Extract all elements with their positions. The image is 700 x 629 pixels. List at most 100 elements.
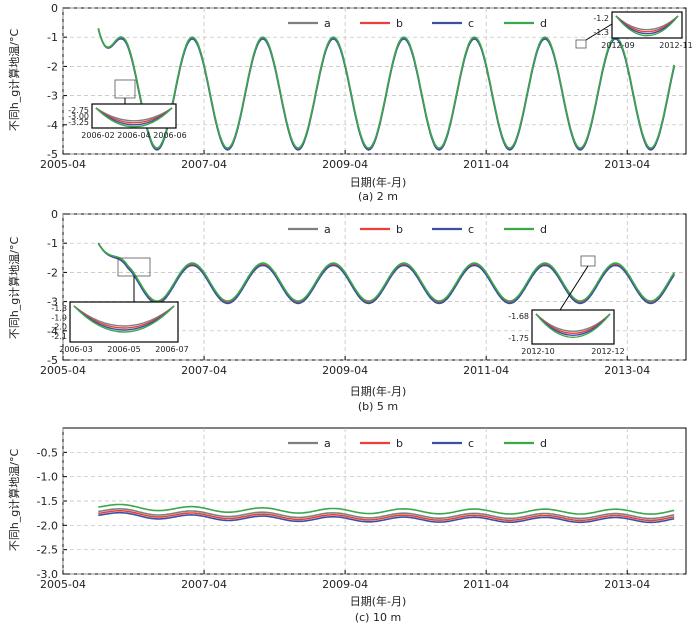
y-axis-label: 不同h_g计算地温/°C: [7, 29, 21, 132]
inset-frame: [69, 301, 179, 343]
y-tick-label: -4: [47, 325, 58, 338]
series-line-a: [98, 508, 675, 520]
x-tick-label: 2011-04: [463, 364, 509, 377]
inset-x-tick-label: 2006-07: [155, 345, 188, 354]
inset-x-tick-label: 2006-03: [59, 345, 92, 354]
y-tick-label: -0.5: [37, 446, 58, 459]
zoom-selection-box: [114, 79, 136, 99]
inset-x-tick-label: 2006-05: [107, 345, 140, 354]
series-line-c: [98, 511, 675, 524]
inset-curve-d: [615, 15, 679, 37]
legend-label-a: a: [324, 17, 331, 30]
x-tick-label: 2005-04: [40, 158, 86, 171]
inset-curve-b: [73, 305, 175, 329]
inset-curve-d: [95, 107, 173, 128]
x-tick-label: 2005-04: [40, 578, 86, 591]
inset-x-tick-label: 2006-04: [117, 131, 150, 140]
y-tick-label: -1: [47, 31, 58, 44]
legend-label-d: d: [540, 17, 547, 30]
x-tick-label: 2013-04: [604, 158, 650, 171]
y-axis-label: 不同h_g计算地温/°C: [7, 237, 21, 340]
panel-caption: (c) 10 m: [355, 611, 401, 624]
legend-label-d: d: [540, 437, 547, 450]
x-axis-label: 日期(年-月): [350, 594, 407, 608]
series-line-b: [98, 510, 675, 522]
inset-y-tick-label: -1.75: [508, 334, 529, 343]
inset-x-tick-label: 2012-09: [601, 41, 634, 50]
inset-y-tick-label: -1.9: [51, 313, 67, 322]
inset-curve-d: [73, 305, 175, 333]
x-axis-label: 日期(年-月): [350, 175, 407, 189]
x-tick-label: 2011-04: [463, 158, 509, 171]
x-tick-label: 2013-04: [604, 364, 650, 377]
inset-y-tick-label: -1.68: [508, 312, 529, 321]
x-tick-label: 2005-04: [40, 364, 86, 377]
inset-y-tick-label: -2.1: [51, 332, 67, 341]
legend-label-b: b: [396, 223, 403, 236]
zoom-inset-2: -1.68 -1.75 2012-10 2012-12: [508, 309, 625, 356]
y-tick-label: -2: [47, 266, 58, 279]
zoom-inset-1: -1.8-1.9-2.0-2.1 2006-03 2006-05 2006-07: [51, 301, 189, 354]
zoom-inset-2: -1.2 -1.3 2012-09 2012-11: [593, 11, 693, 50]
series-line-c: [97, 242, 675, 305]
zoom-inset-1: -2.75-3.00-3.25 2006-02 2006-04 2006-06: [68, 103, 187, 140]
inset-x-tick-label: 2012-11: [659, 41, 692, 50]
y-tick-label: -1.5: [37, 495, 58, 508]
x-tick-label: 2011-04: [463, 578, 509, 591]
x-tick-label: 2009-04: [322, 578, 368, 591]
y-tick-label: -5: [47, 148, 58, 161]
inset-y-tick-label: -1.8: [51, 304, 67, 313]
inset-y-tick-label: -2.0: [51, 323, 67, 332]
legend-label-a: a: [324, 223, 331, 236]
inset-y-tick-label: -2.75: [68, 106, 89, 115]
inset-x-tick-label: 2012-10: [521, 347, 554, 356]
x-tick-label: 2009-04: [322, 364, 368, 377]
y-tick-label: -1.0: [37, 471, 58, 484]
legend-label-c: c: [468, 437, 474, 450]
y-tick-label: -3: [47, 296, 58, 309]
legend-label-d: d: [540, 223, 547, 236]
series-line-b: [97, 242, 675, 304]
inset-y-tick-label: -1.3: [593, 28, 609, 37]
y-tick-label: -2.0: [37, 519, 58, 532]
inset-y-tick-label: -1.2: [593, 14, 609, 23]
zoom-selection-box: [580, 255, 596, 267]
inset-x-tick-label: 2006-02: [81, 131, 114, 140]
inset-curve-c: [73, 305, 175, 331]
y-tick-label: 0: [51, 208, 58, 221]
inset-y-tick-label: -3.00: [68, 112, 89, 121]
legend-label-c: c: [468, 223, 474, 236]
inset-y-tick-label: -3.25: [68, 118, 89, 127]
y-tick-label: -3.0: [37, 568, 58, 581]
y-tick-label: -3: [47, 90, 58, 103]
legend-label-a: a: [324, 437, 331, 450]
y-tick-label: -5: [47, 354, 58, 367]
x-tick-label: 2007-04: [181, 158, 227, 171]
inset-x-tick-label: 2006-06: [153, 131, 186, 140]
zoom-arrow: [585, 23, 613, 41]
y-tick-label: -1: [47, 237, 58, 250]
x-tick-label: 2009-04: [322, 158, 368, 171]
panel-caption: (a) 2 m: [358, 190, 398, 203]
series-line-d: [97, 28, 675, 150]
y-tick-label: -2.5: [37, 544, 58, 557]
x-tick-label: 2013-04: [604, 578, 650, 591]
series-line-d: [97, 242, 675, 302]
inset-frame: [531, 309, 615, 345]
legend-label-c: c: [468, 17, 474, 30]
series-line-d: [98, 503, 675, 515]
x-tick-label: 2007-04: [181, 578, 227, 591]
inset-curve-d: [535, 313, 611, 338]
legend-label-b: b: [396, 437, 403, 450]
legend-label-b: b: [396, 17, 403, 30]
y-tick-label: -4: [47, 119, 58, 132]
x-axis-label: 日期(年-月): [350, 384, 407, 398]
y-tick-label: -2: [47, 60, 58, 73]
inset-x-tick-label: 2012-12: [591, 347, 624, 356]
zoom-arrow: [559, 265, 589, 311]
y-tick-label: 0: [51, 2, 58, 15]
